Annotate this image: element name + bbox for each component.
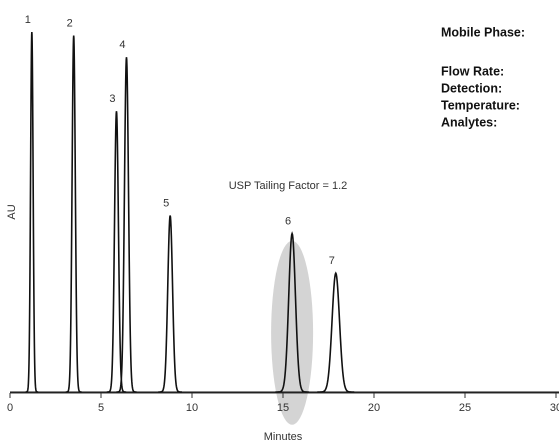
x-tick-label: 20 — [368, 402, 380, 414]
peak-highlight — [271, 240, 314, 425]
x-tick-label: 0 — [7, 402, 13, 414]
x-tick-label: 10 — [186, 402, 198, 414]
x-tick-label: 25 — [459, 402, 471, 414]
x-tick-label: 15 — [277, 402, 289, 414]
peak — [65, 35, 82, 393]
sidebar-label: Mobile Phase: — [441, 25, 525, 39]
sidebar-label: Flow Rate: — [441, 64, 504, 78]
peak — [317, 271, 355, 393]
x-axis-title: Minutes — [264, 431, 303, 443]
sidebar-label: Temperature: — [441, 98, 520, 112]
sidebar-label: Analytes: — [441, 115, 497, 129]
peak — [106, 111, 127, 393]
peak-label: 1 — [25, 14, 31, 26]
peak — [158, 215, 183, 393]
peak — [275, 231, 309, 393]
x-tick-label: 5 — [98, 402, 104, 414]
peak — [116, 57, 137, 393]
peak-label: 5 — [163, 198, 169, 210]
y-axis-title: AU — [6, 204, 18, 219]
peak — [25, 31, 39, 393]
peak-label: 6 — [285, 216, 291, 228]
sidebar-label: Detection: — [441, 81, 502, 95]
peak-label: 3 — [109, 93, 115, 105]
peak-label: 7 — [329, 255, 335, 267]
x-tick-label: 30 — [550, 402, 559, 414]
peak-label: 4 — [119, 39, 125, 51]
annotation: USP Tailing Factor = 1.2 — [229, 180, 348, 192]
peak-label: 2 — [67, 18, 73, 30]
